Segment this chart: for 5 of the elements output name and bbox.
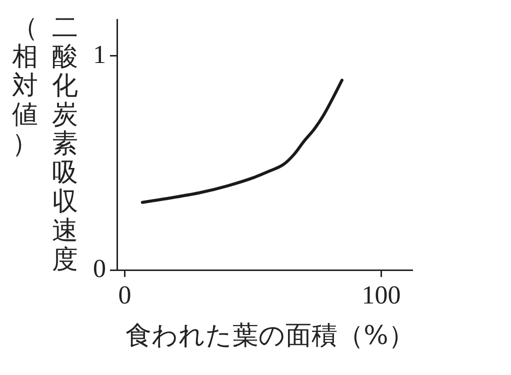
x-axis-title: 食われた葉の面積（%） [124, 320, 416, 353]
line-series [140, 78, 344, 204]
y-tick-label: 1 [93, 40, 106, 69]
text: 二酸化炭素吸収速度（相対値） [12, 13, 78, 275]
x-tick-label: 100 [362, 280, 401, 310]
